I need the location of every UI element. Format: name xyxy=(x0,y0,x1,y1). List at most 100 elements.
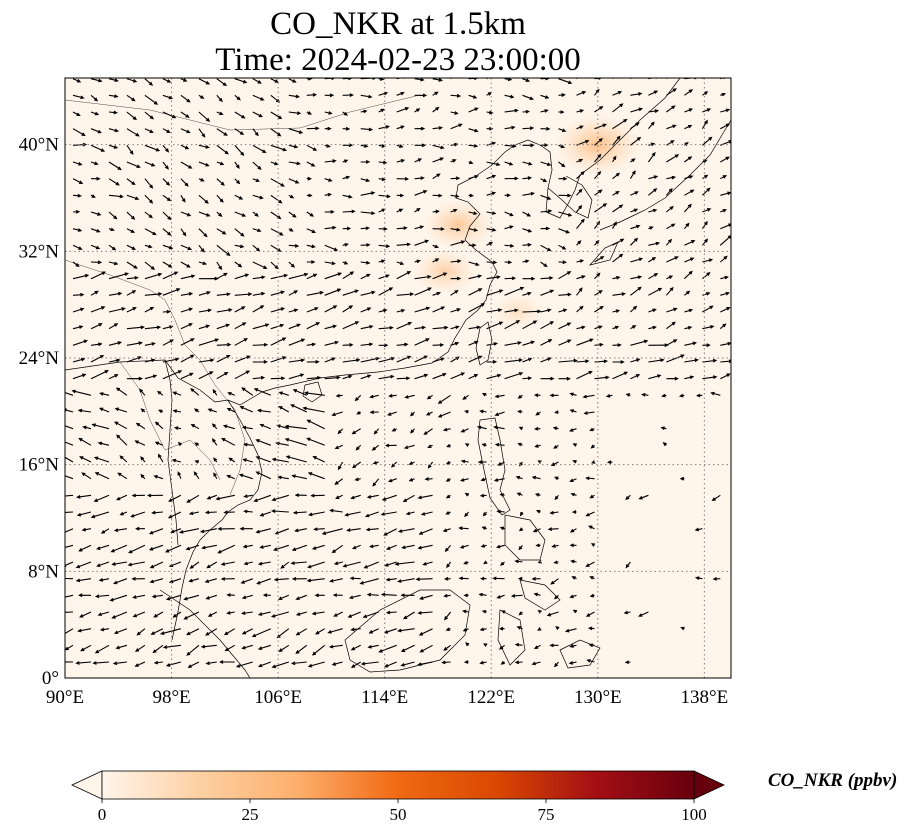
wind-arrow xyxy=(342,342,354,347)
wind-arrow xyxy=(576,91,587,96)
wind-arrow xyxy=(388,393,397,398)
lat-tick-label: 16°N xyxy=(19,455,60,476)
wind-arrow xyxy=(324,111,333,115)
wind-arrow xyxy=(661,393,667,398)
wind-arrow xyxy=(360,109,368,114)
wind-arrow xyxy=(205,628,218,636)
map-title-line1: CO_NKR at 1.5km xyxy=(270,6,526,42)
wind-arrow xyxy=(180,94,191,103)
wind-arrow xyxy=(414,259,421,264)
wind-arrow xyxy=(259,511,271,517)
wind-arrow xyxy=(535,411,541,416)
wind-arrow xyxy=(306,193,313,198)
wind-arrow xyxy=(402,611,415,620)
wind-arrow xyxy=(114,407,128,413)
wind-arrow xyxy=(612,155,617,163)
map-axes: 90°E 98°E 106°E 114°E 122°E 130°E 138°E 0° 8°N 16… xyxy=(19,135,729,708)
wind-arrow xyxy=(462,627,469,632)
wind-arrow xyxy=(531,661,541,666)
wind-arrow xyxy=(612,253,624,263)
wind-arrow xyxy=(558,339,572,346)
wind-arrow xyxy=(294,493,307,497)
wind-arrow xyxy=(504,286,525,296)
wind-arrow xyxy=(624,660,631,665)
wind-arrow xyxy=(342,305,354,313)
wind-arrow xyxy=(186,644,200,656)
wind-arrow xyxy=(419,644,433,653)
wind-arrow xyxy=(78,544,92,552)
wind-arrow xyxy=(558,376,571,381)
wind-arrow xyxy=(569,543,577,548)
wind-arrow xyxy=(324,93,335,98)
wind-arrow xyxy=(126,275,139,280)
wind-arrow xyxy=(306,419,325,430)
wind-arrow xyxy=(582,394,595,399)
wind-arrow xyxy=(90,94,99,102)
wind-arrow xyxy=(180,323,193,330)
wind-arrow xyxy=(517,409,523,414)
colorbar-gradient xyxy=(101,770,695,800)
wind-arrow xyxy=(144,128,154,133)
wind-arrow xyxy=(334,478,344,485)
wind-arrow xyxy=(252,128,259,137)
wind-arrow xyxy=(108,128,120,133)
wind-arrow xyxy=(594,342,604,347)
wind-arrow xyxy=(432,126,444,130)
wind-arrow xyxy=(306,437,325,446)
wind-arrow xyxy=(666,376,679,381)
wind-arrow xyxy=(172,391,182,396)
wind-arrow xyxy=(558,308,568,313)
wind-arrow xyxy=(402,494,415,503)
wind-arrow xyxy=(342,321,360,330)
wind-arrow xyxy=(242,544,253,549)
wind-arrow xyxy=(251,628,272,638)
wind-arrow xyxy=(648,109,660,113)
wind-arrow xyxy=(360,127,374,132)
wind-arrow xyxy=(702,91,709,96)
wind-arrow xyxy=(162,339,175,346)
wind-arrow xyxy=(72,209,81,214)
wind-arrow xyxy=(234,211,247,217)
wind-arrow xyxy=(537,609,542,614)
wind-arrow xyxy=(108,272,130,280)
wind-arrow xyxy=(278,391,289,396)
wind-arrow xyxy=(138,388,146,396)
wind-arrow xyxy=(335,494,343,499)
wind-arrow xyxy=(252,94,265,101)
wind-arrow xyxy=(342,126,351,131)
wind-arrow xyxy=(97,441,110,446)
wind-arrow xyxy=(90,128,102,134)
wind-arrow xyxy=(234,178,241,185)
wind-arrow xyxy=(350,494,361,500)
wind-arrow xyxy=(72,339,88,346)
wind-arrow xyxy=(108,110,118,115)
wind-arrow xyxy=(324,209,335,214)
wind-arrow xyxy=(638,494,649,500)
wind-arrow xyxy=(65,628,74,635)
wind-arrow xyxy=(630,122,640,130)
wind-arrow xyxy=(216,355,231,363)
coastline-korea xyxy=(547,175,593,219)
wind-arrow xyxy=(96,561,110,568)
wind-arrow xyxy=(271,509,289,513)
wind-arrow xyxy=(144,111,155,120)
wind-arrow xyxy=(695,393,703,398)
wind-arrow xyxy=(414,306,431,313)
wind-arrow xyxy=(683,203,692,213)
lon-tick-label: 138°E xyxy=(681,687,729,708)
wind-arrow xyxy=(306,126,320,131)
wind-arrow xyxy=(684,108,694,113)
wind-arrow xyxy=(189,561,200,569)
wind-arrow xyxy=(311,611,325,616)
wind-arrow xyxy=(522,191,536,196)
wind-arrow xyxy=(450,325,460,330)
wind-arrow xyxy=(306,92,318,97)
wind-arrow xyxy=(164,544,182,553)
wind-arrow xyxy=(152,644,164,654)
wind-arrow xyxy=(391,427,397,432)
wind-arrow xyxy=(271,457,289,463)
wind-arrow xyxy=(378,125,391,130)
wind-arrow xyxy=(312,456,325,463)
wind-arrow xyxy=(198,228,208,238)
wind-arrow xyxy=(72,261,80,268)
